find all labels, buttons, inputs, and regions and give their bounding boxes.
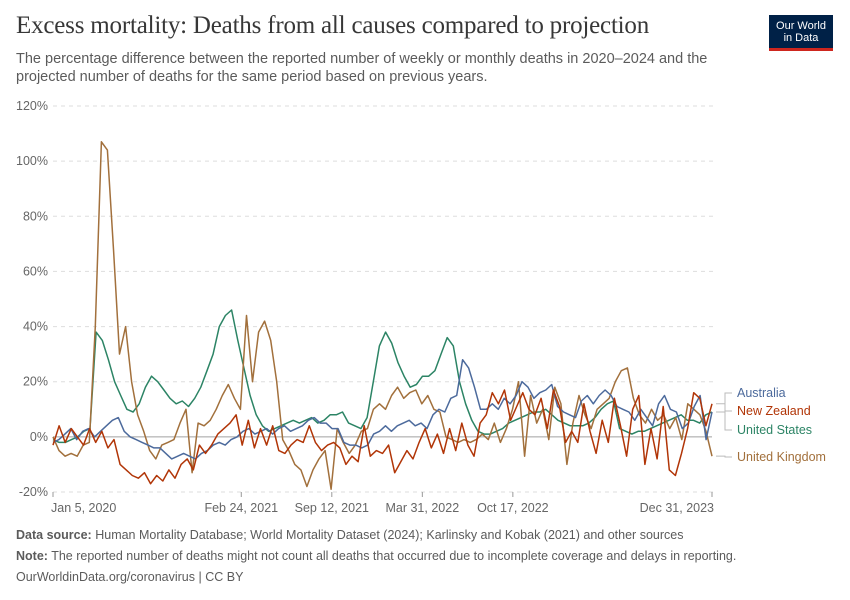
x-tick-label: Oct 17, 2022 <box>477 501 549 515</box>
owid-logo[interactable]: Our World in Data <box>769 15 833 51</box>
note-text: The reported number of deaths might not … <box>51 549 737 563</box>
x-tick-label: Dec 31, 2023 <box>640 501 714 515</box>
source-url-link[interactable]: OurWorldinData.org/coronavirus | CC BY <box>16 570 244 584</box>
legend-label-australia[interactable]: Australia <box>737 386 786 400</box>
y-tick-label: -20% <box>19 485 48 499</box>
note-label: Note: <box>16 549 48 563</box>
legend-connector <box>716 392 732 413</box>
data-source-text: Human Mortality Database; World Mortalit… <box>95 528 684 542</box>
series-line-new-zealand[interactable] <box>52 389 713 485</box>
x-tick-label: Sep 12, 2021 <box>295 501 369 515</box>
legend-connector <box>716 403 732 412</box>
series-line-united-kingdom[interactable] <box>52 141 713 490</box>
y-tick-label: 100% <box>16 154 48 168</box>
legend-connector <box>716 411 732 431</box>
line-chart: -20% 0% 20% 40% 60% 80% 100% 120% Jan 5, 2020 Fe… <box>16 99 826 515</box>
x-tick-label: Jan 5, 2020 <box>51 501 116 515</box>
series-line-australia[interactable] <box>52 358 713 460</box>
series-lines <box>52 141 713 490</box>
data-source: Data source: Human Mortality Database; W… <box>16 528 683 542</box>
series-line-united-states[interactable] <box>52 309 713 444</box>
gridlines <box>53 105 715 493</box>
y-tick-label: 40% <box>23 320 48 334</box>
y-tick-label: 120% <box>16 99 48 113</box>
x-axis-labels: Jan 5, 2020 Feb 24, 2021 Sep 12, 2021 Mar 3… <box>51 492 714 515</box>
y-tick-label: 0% <box>30 430 48 444</box>
legend: Australia New Zealand United States United … <box>716 386 826 464</box>
logo-line-2: in Data <box>783 32 819 44</box>
note: Note: The reported number of deaths migh… <box>16 549 736 563</box>
chart-subtitle: The percentage difference between the re… <box>16 51 708 85</box>
data-source-label: Data source: <box>16 528 92 542</box>
x-tick-label: Feb 24, 2021 <box>204 501 278 515</box>
x-tick-label: Mar 31, 2022 <box>385 501 459 515</box>
y-tick-label: 60% <box>23 264 48 278</box>
chart-title: Excess mortality: Deaths from all causes… <box>16 12 650 39</box>
y-axis-labels: -20% 0% 20% 40% 60% 80% 100% 120% <box>16 99 48 499</box>
logo-line-1: Our World <box>776 20 826 32</box>
y-tick-label: 80% <box>23 209 48 223</box>
y-tick-label: 20% <box>23 375 48 389</box>
legend-connector <box>716 455 732 458</box>
legend-label-united-states[interactable]: United States <box>737 423 812 437</box>
legend-label-united-kingdom[interactable]: United Kingdom <box>737 450 826 464</box>
legend-label-new-zealand[interactable]: New Zealand <box>737 404 811 418</box>
